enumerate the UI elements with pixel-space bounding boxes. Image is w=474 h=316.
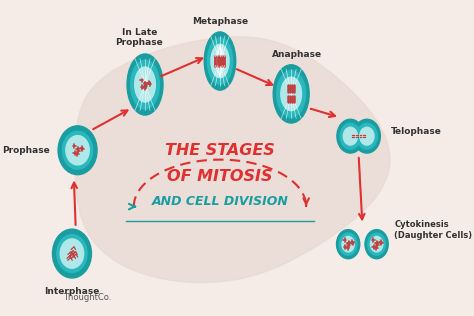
Text: AND CELL DIVISION: AND CELL DIVISION: [152, 195, 288, 209]
Text: THE STAGES: THE STAGES: [165, 143, 275, 158]
Ellipse shape: [339, 233, 357, 255]
Ellipse shape: [131, 60, 159, 109]
Text: ThoughtCo.: ThoughtCo.: [63, 293, 111, 302]
Ellipse shape: [60, 239, 83, 268]
Text: Interphase: Interphase: [44, 287, 100, 296]
Ellipse shape: [204, 32, 236, 90]
Ellipse shape: [368, 233, 385, 255]
Text: Prophase: Prophase: [2, 146, 49, 155]
Ellipse shape: [360, 127, 374, 145]
Text: OF MITOSIS: OF MITOSIS: [167, 168, 273, 184]
Ellipse shape: [211, 44, 229, 78]
Ellipse shape: [63, 131, 93, 169]
Ellipse shape: [281, 77, 301, 111]
Text: Telophase: Telophase: [391, 127, 441, 136]
Text: Anaphase: Anaphase: [272, 50, 322, 59]
Ellipse shape: [337, 119, 364, 153]
Text: In Late
Prophase: In Late Prophase: [116, 27, 163, 47]
Ellipse shape: [277, 70, 306, 117]
Ellipse shape: [208, 38, 233, 84]
Ellipse shape: [337, 230, 360, 259]
Ellipse shape: [354, 119, 380, 153]
Ellipse shape: [342, 236, 355, 252]
Ellipse shape: [273, 65, 309, 123]
Ellipse shape: [340, 123, 361, 149]
Ellipse shape: [135, 67, 155, 102]
Ellipse shape: [356, 123, 377, 149]
Ellipse shape: [365, 230, 388, 259]
Ellipse shape: [66, 136, 89, 165]
Polygon shape: [75, 37, 390, 283]
Ellipse shape: [53, 229, 91, 278]
Ellipse shape: [343, 127, 357, 145]
Text: Metaphase: Metaphase: [192, 17, 248, 26]
Ellipse shape: [127, 54, 163, 115]
Ellipse shape: [371, 236, 383, 252]
Text: Cytokinesis
(Daughter Cells): Cytokinesis (Daughter Cells): [394, 220, 473, 240]
Ellipse shape: [58, 126, 97, 175]
Ellipse shape: [57, 235, 87, 272]
